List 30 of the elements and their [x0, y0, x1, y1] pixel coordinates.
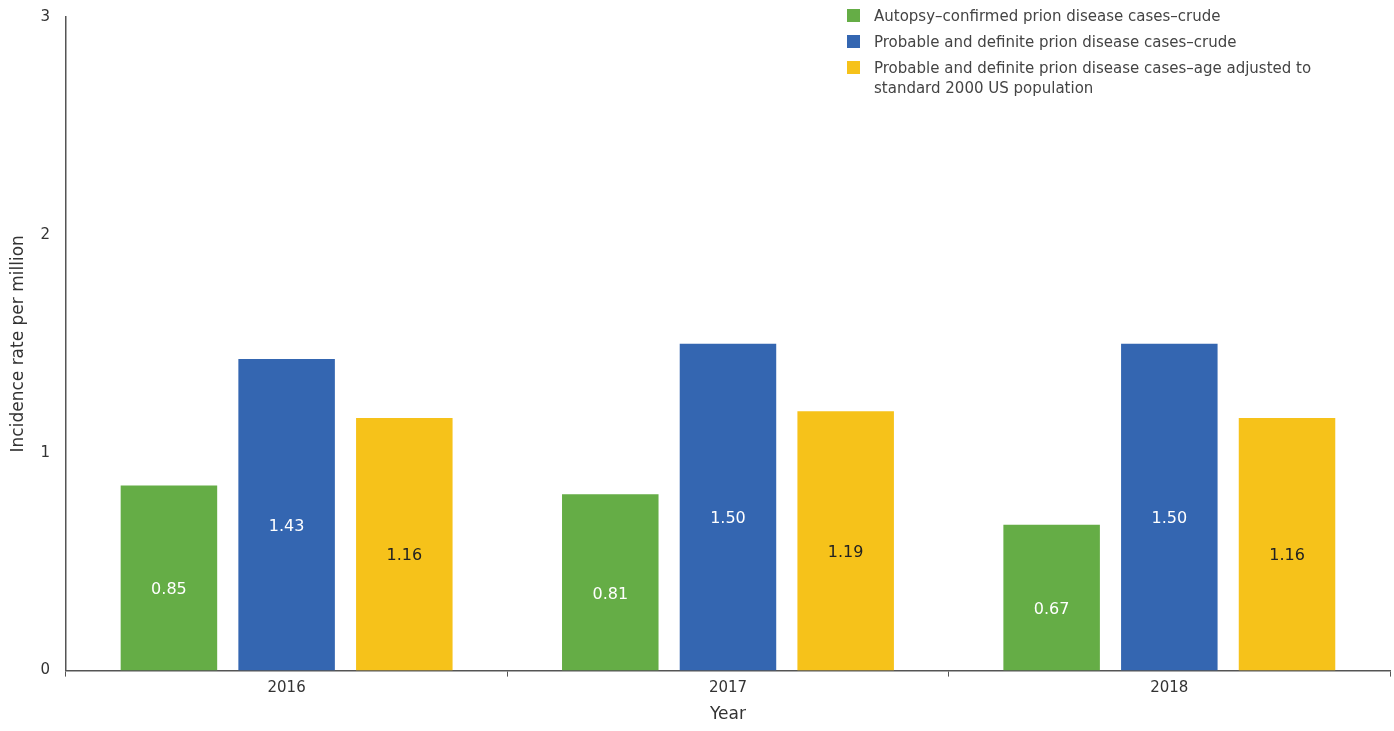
- bar: [1238, 417, 1336, 671]
- data-label: 1.50: [1151, 508, 1188, 528]
- data-label: 0.67: [1033, 598, 1070, 618]
- bar: [238, 359, 335, 671]
- bar: [356, 417, 453, 671]
- y-tick-label: 3: [40, 6, 50, 25]
- data-label: 0.81: [592, 583, 629, 603]
- y-tick-label: 0: [40, 660, 50, 679]
- data-label: 1.16: [386, 545, 423, 565]
- y-tick-label: 2: [40, 224, 50, 243]
- bar: [1003, 524, 1100, 671]
- data-label: 1.16: [1269, 545, 1305, 565]
- data-label: 1.50: [710, 508, 746, 528]
- x-axis-title: Year: [708, 703, 746, 724]
- legend-label: Probable and definite prion disease cases–crude: [874, 32, 1237, 52]
- bar: [562, 494, 659, 671]
- legend-label: Probable and definite prion disease cases–age adjusted to standard 2000 US population: [874, 58, 1313, 98]
- legend-label: Autopsy–confirmed prion disease cases–crude: [874, 6, 1221, 26]
- data-label: 1.43: [268, 515, 305, 535]
- data-label: 1.19: [827, 542, 864, 562]
- x-tick-label: 2016: [267, 678, 306, 697]
- y-axis-title: Incidence rate per million: [6, 235, 27, 453]
- y-tick-label: 1: [40, 442, 50, 461]
- data-label: 0.85: [151, 579, 187, 599]
- x-tick-label: 2017: [708, 678, 748, 697]
- bar: [120, 485, 218, 671]
- bar: [679, 343, 777, 671]
- bar: [797, 411, 894, 671]
- bar: [1121, 343, 1218, 671]
- x-tick-label: 2018: [1150, 678, 1189, 697]
